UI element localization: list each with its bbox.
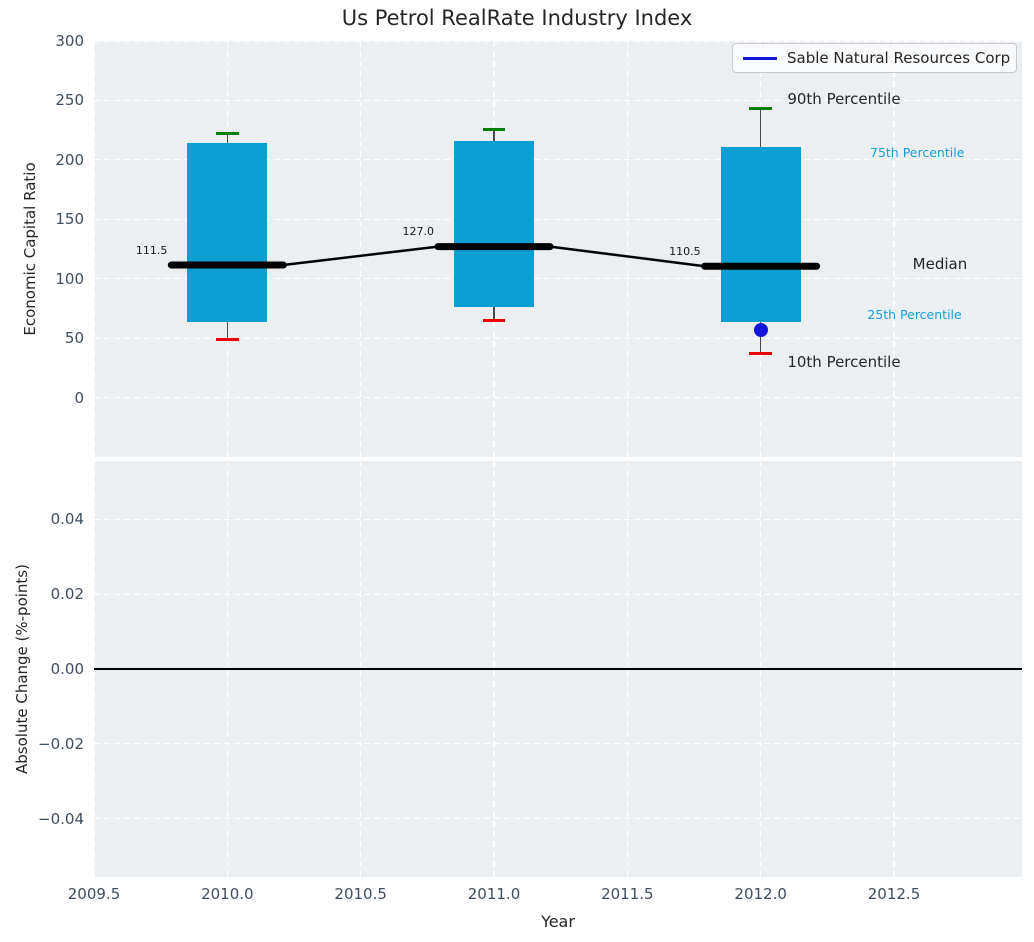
top-y-tick-label: 0 [74,388,84,407]
top-y-tick-label: 100 [55,269,84,288]
bottom-h-gridline [94,818,1022,820]
top-v-gridline [893,41,895,457]
x-axis-label: Year [541,912,575,931]
x-tick-label: 2010.5 [334,885,387,903]
x-tick-label: 2011.0 [467,885,521,903]
bottom-y-tick-label: 0.02 [50,585,84,604]
bottom-h-gridline [94,743,1022,745]
p90-cap [749,107,772,111]
percentile-annotation: 90th Percentile [787,89,901,108]
top-y-tick-label: 250 [55,91,84,110]
x-tick-label: 2012.5 [867,885,921,903]
percentile-annotation: 25th Percentile [867,306,962,322]
top-v-gridline [93,41,95,457]
legend-line-sample [743,56,777,60]
median-segment [167,243,821,270]
top-y-tick-label: 150 [55,210,84,229]
top-v-gridline [360,41,362,457]
chart-title: Us Petrol RealRate Industry Index [341,6,693,30]
top-h-gridline [94,40,1022,42]
x-tick-label: 2010.0 [201,885,254,903]
legend-label: Sable Natural Resources Corp [787,49,1011,67]
top-y-tick-label: 200 [55,150,84,169]
x-tick-label: 2012.0 [734,885,787,903]
top-y-tick-label: 300 [55,32,84,50]
legend: Sable Natural Resources Corp [732,43,1017,73]
x-tick-label: 2011.5 [601,885,654,903]
p10-cap [216,337,239,341]
top-h-gridline [94,396,1022,399]
median-connector-line [283,245,705,268]
x-tick-label: 2009.5 [67,885,121,903]
median-value-label: 111.5 [135,243,168,257]
bottom-y-axis-label: Absolute Change (%-points) [13,564,31,774]
bottom-y-tick-label: −0.02 [38,734,84,753]
top-h-gridline [94,159,1022,161]
company-point-marker [753,323,768,338]
zero-line [94,668,1022,670]
percentile-annotation: 10th Percentile [787,353,901,372]
top-v-gridline [626,41,628,457]
bottom-v-gridline [93,461,95,877]
top-h-gridline [94,218,1022,220]
percentile-bar [720,146,801,323]
p90-cap [216,132,239,136]
top-y-axis-label: Economic Capital Ratio [21,162,39,336]
bottom-h-gridline [94,593,1022,595]
bottom-y-tick-label: 0.00 [50,660,84,678]
percentile-annotation: Median [912,254,968,273]
percentile-bar [454,140,534,307]
p10-cap [482,318,506,322]
bottom-y-tick-label: −0.04 [38,809,84,828]
bottom-h-gridline [94,518,1022,520]
p10-cap [749,352,772,356]
median-value-label: 127.0 [402,225,435,239]
top-h-gridline [94,337,1022,339]
bottom-y-tick-label: 0.04 [50,510,84,529]
top-y-tick-label: 50 [64,329,84,348]
median-value-label: 110.5 [669,244,701,258]
percentile-annotation: 75th Percentile [870,144,965,160]
p90-cap [482,128,506,132]
percentile-bar [187,143,268,323]
top-h-gridline [94,278,1022,280]
top-h-gridline [94,99,1022,102]
